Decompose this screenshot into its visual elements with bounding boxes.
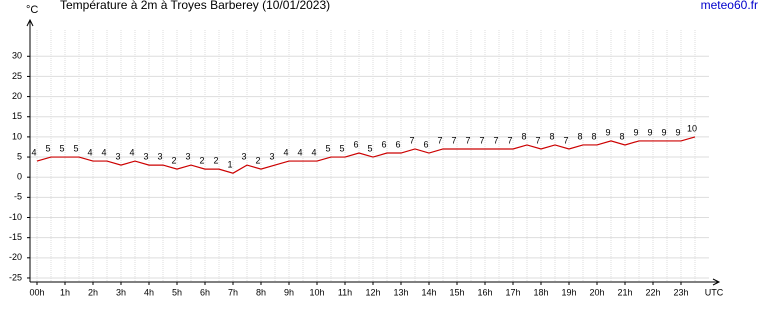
data-label: 9	[633, 127, 638, 137]
data-label: 9	[647, 127, 652, 137]
y-tick-label: -15	[9, 232, 22, 242]
x-tick-label: 20h	[589, 287, 604, 297]
data-label: 4	[87, 147, 92, 157]
y-tick-label: -5	[14, 192, 22, 202]
data-label: 6	[381, 139, 386, 149]
x-tick-label: 10h	[309, 287, 324, 297]
data-label: 6	[423, 139, 428, 149]
data-label: 3	[185, 151, 190, 161]
x-tick-label: 11h	[338, 287, 352, 297]
x-axis-arrow	[712, 278, 721, 286]
data-label: 7	[409, 135, 414, 145]
x-tick-label: 17h	[505, 287, 520, 297]
data-label: 3	[143, 151, 148, 161]
y-tick-label: -25	[9, 272, 22, 282]
data-label: 5	[325, 143, 330, 153]
data-label: 5	[73, 143, 78, 153]
data-label: 7	[535, 135, 540, 145]
x-tick-label: 19h	[561, 287, 576, 297]
data-label: 3	[115, 151, 120, 161]
data-label: 5	[45, 143, 50, 153]
data-label: 2	[199, 156, 204, 166]
x-tick-label: 5h	[172, 287, 182, 297]
data-label: 3	[269, 151, 274, 161]
y-tick-label: -10	[9, 212, 22, 222]
x-tick-label: 8h	[256, 287, 266, 297]
data-label: 10	[687, 123, 697, 133]
data-label: 7	[465, 135, 470, 145]
data-label: 4	[283, 147, 288, 157]
data-label: 4	[297, 147, 302, 157]
x-tick-label: 15h	[449, 287, 464, 297]
x-tick-label: 23h	[673, 287, 688, 297]
y-axis-label: °C	[26, 4, 38, 16]
data-label: 3	[241, 151, 246, 161]
data-label: 7	[563, 135, 568, 145]
x-tick-label: 12h	[365, 287, 380, 297]
data-label: 7	[479, 135, 484, 145]
y-tick-label: -20	[9, 252, 22, 262]
data-label: 2	[255, 156, 260, 166]
x-tick-label: 4h	[144, 287, 154, 297]
x-tick-label: 1h	[60, 287, 70, 297]
data-label: 3	[157, 151, 162, 161]
data-label: 4	[101, 147, 106, 157]
data-label: 9	[661, 127, 666, 137]
x-tick-label: 00h	[29, 287, 44, 297]
x-tick-label: 16h	[477, 287, 492, 297]
data-label: 1	[227, 160, 232, 170]
chart-title: Température à 2m à Troyes Barberey (10/0…	[60, 0, 330, 12]
y-tick-label: 0	[17, 172, 22, 182]
data-label: 6	[395, 139, 400, 149]
data-label: 4	[31, 147, 36, 157]
data-label: 8	[619, 131, 624, 141]
data-label: 8	[577, 131, 582, 141]
x-tick-label: 7h	[228, 287, 238, 297]
source-link[interactable]: meteo60.fr	[701, 0, 758, 12]
data-label: 8	[591, 131, 596, 141]
x-tick-label: 9h	[284, 287, 294, 297]
y-tick-label: 15	[12, 111, 22, 121]
y-tick-label: 5	[17, 151, 22, 161]
data-label: 2	[171, 156, 176, 166]
grid	[27, 30, 709, 285]
x-tick-label: 6h	[200, 287, 210, 297]
x-tick-label: 13h	[393, 287, 408, 297]
x-tick-label: 22h	[645, 287, 660, 297]
data-label: 4	[129, 147, 134, 157]
data-label: 8	[549, 131, 554, 141]
data-label: 5	[59, 143, 64, 153]
x-tick-label: 21h	[617, 287, 632, 297]
data-label: 7	[493, 135, 498, 145]
data-label: 6	[353, 139, 358, 149]
y-axis-arrow	[26, 18, 34, 27]
x-tick-label: 14h	[421, 287, 436, 297]
y-tick-label: 10	[12, 131, 22, 141]
y-tick-label: 20	[12, 91, 22, 101]
plot: 4 5 5 5 4 4 3 4 3 3 2 3 2 2 13 2 3 4 4 4 5 5 6 5 6 6 7 6 7 7 7 7 7 7 8 7 8 7 8…	[31, 123, 697, 174]
data-label: 7	[437, 135, 442, 145]
x-tick-label: 3h	[116, 287, 126, 297]
data-label: 5	[339, 143, 344, 153]
data-label: 9	[605, 127, 610, 137]
data-label: 7	[451, 135, 456, 145]
x-axis-label: UTC	[705, 287, 724, 297]
y-tick-label: 30	[12, 51, 22, 61]
data-label: 4	[311, 147, 316, 157]
data-label: 9	[675, 127, 680, 137]
line-series	[36, 136, 696, 174]
x-tick-label: 2h	[88, 287, 98, 297]
data-label: 7	[507, 135, 512, 145]
data-label: 5	[367, 143, 372, 153]
x-tick-label: 18h	[533, 287, 548, 297]
data-label: 2	[213, 156, 218, 166]
y-tick-label: 25	[12, 71, 22, 81]
data-label: 8	[521, 131, 526, 141]
